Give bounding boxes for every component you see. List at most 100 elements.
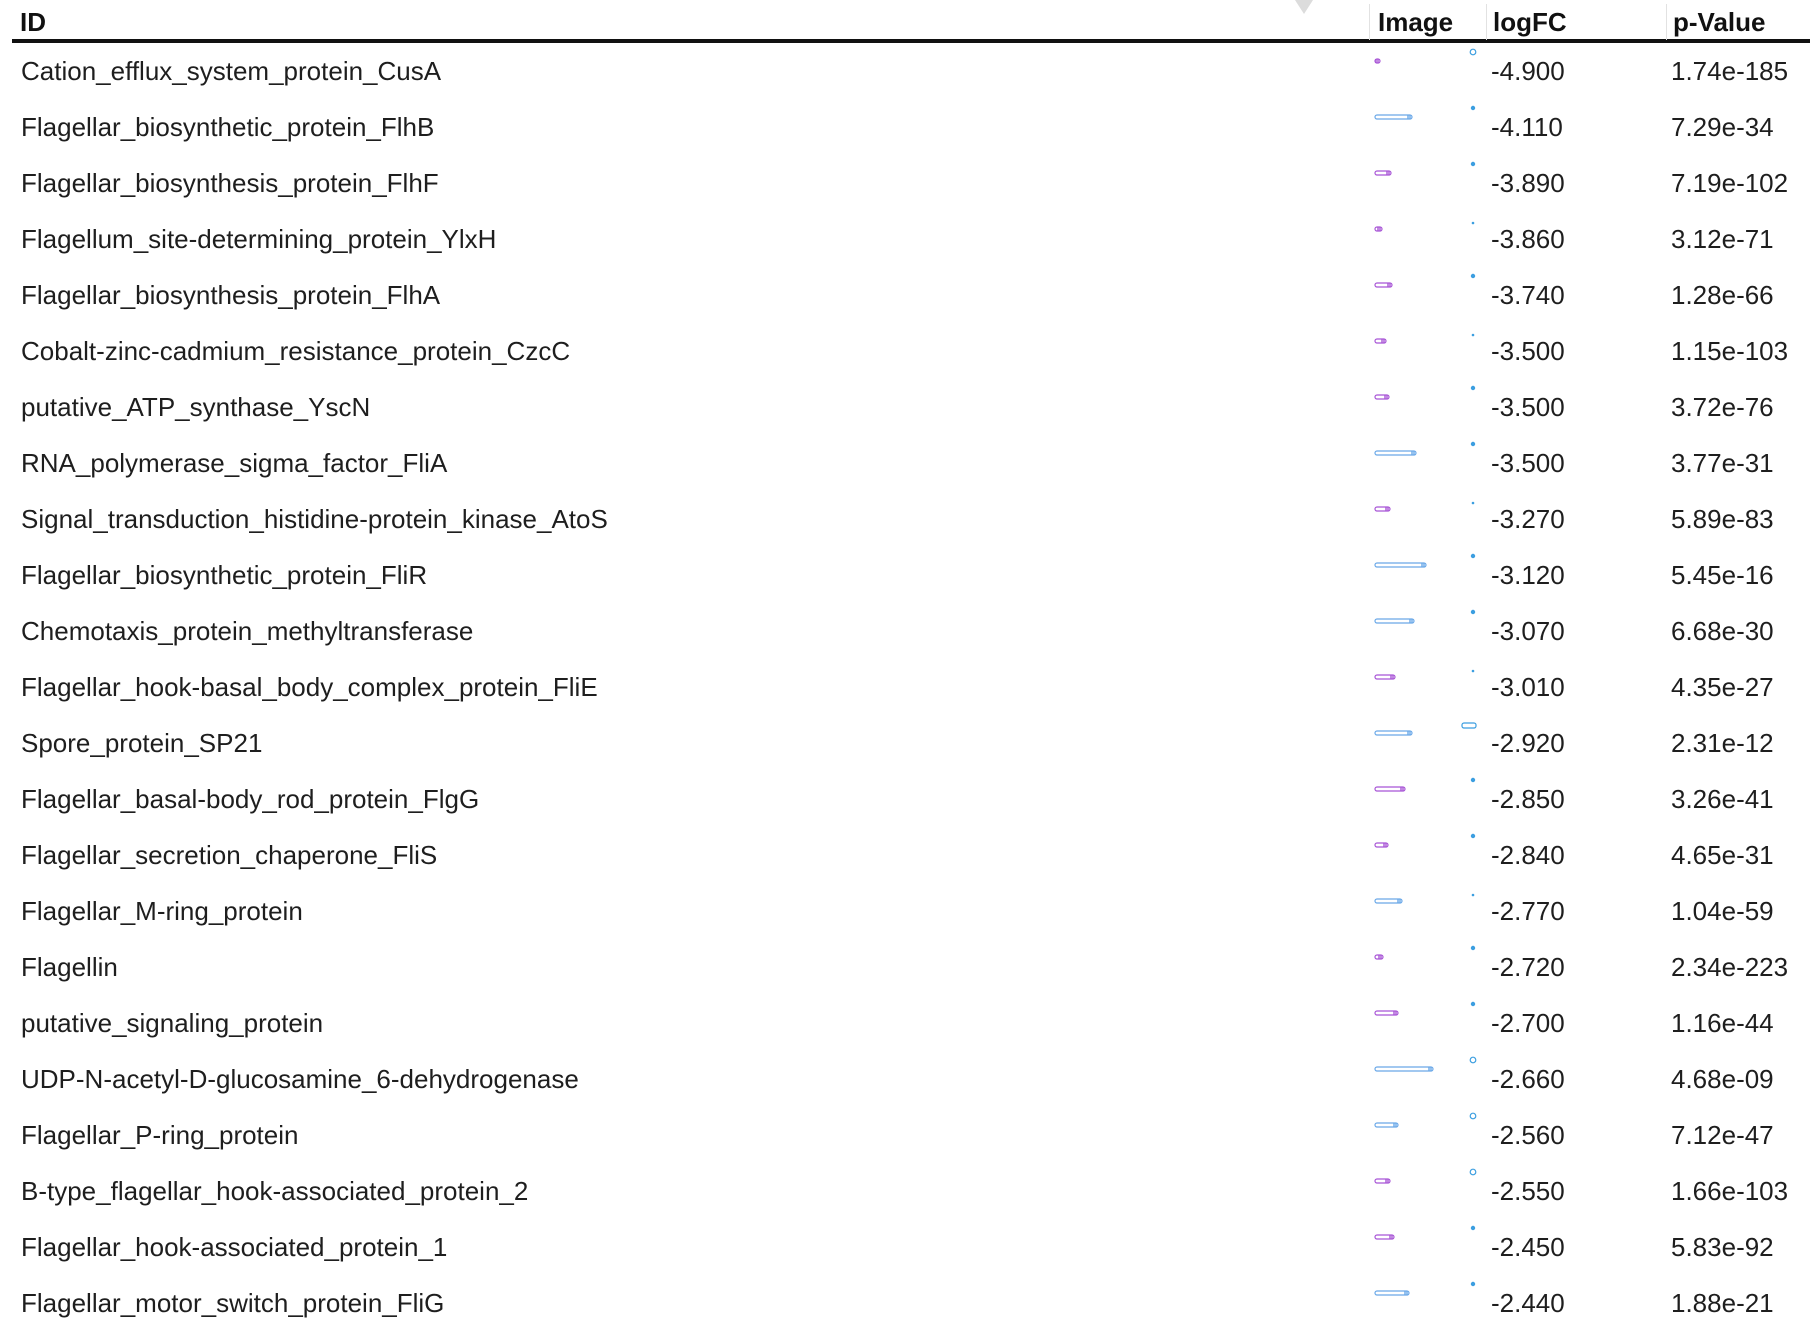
- cell-image: [1374, 771, 1482, 827]
- cell-id: Flagellar_basal-body_rod_protein_FlgG: [21, 784, 480, 814]
- glyph-dot: [1469, 1112, 1477, 1120]
- glyph-bar-tip: [1407, 731, 1411, 735]
- table-row[interactable]: Flagellar_hook-associated_protein_1 -2.45…: [12, 1219, 1810, 1275]
- table-row[interactable]: Cobalt-zinc-cadmium_resistance_protein_C…: [12, 323, 1810, 379]
- table-row[interactable]: Spore_protein_SP21 -2.920 2.31e-12: [12, 715, 1810, 771]
- sort-caret-icon[interactable]: [1295, 0, 1313, 14]
- glyph-bar: [1374, 730, 1413, 736]
- cell-image: [1374, 939, 1482, 995]
- glyph-dot: [1471, 333, 1475, 337]
- glyph-bar-tip: [1378, 955, 1382, 959]
- sparkline-glyph: [1374, 833, 1476, 848]
- table-row[interactable]: Flagellum_site-determining_protein_YlxH -…: [12, 211, 1810, 267]
- glyph-bar: [1374, 618, 1415, 624]
- glyph-dot: [1470, 777, 1476, 783]
- glyph-dot: [1470, 1281, 1476, 1287]
- table-row[interactable]: B-type_flagellar_hook-associated_protein…: [12, 1163, 1810, 1219]
- table-row[interactable]: Flagellar_biosynthesis_protein_FlhF -3.89…: [12, 155, 1810, 211]
- glyph-dot: [1470, 609, 1476, 615]
- cell-pvalue: 5.45e-16: [1671, 560, 1774, 590]
- table-row[interactable]: RNA_polymerase_sigma_factor_FliA -3.500 3.…: [12, 435, 1810, 491]
- table-row[interactable]: Cation_efflux_system_protein_CusA -4.900 1…: [12, 43, 1810, 99]
- table-row[interactable]: Flagellar_biosynthesis_protein_FlhA -3.74…: [12, 267, 1810, 323]
- results-table: ID Image logFC p-Value Cation_efflux_sys…: [12, 0, 1810, 1331]
- cell-image: [1374, 491, 1482, 547]
- sparkline-glyph: [1374, 893, 1475, 904]
- glyph-dot: [1470, 441, 1476, 447]
- cell-pvalue: 4.68e-09: [1671, 1064, 1774, 1094]
- sparkline-glyph: [1374, 273, 1476, 288]
- glyph-bar: [1374, 786, 1406, 792]
- glyph-bar: [1374, 338, 1387, 344]
- cell-image: [1374, 323, 1482, 379]
- cell-pvalue: 4.35e-27: [1671, 672, 1774, 702]
- cell-id: Flagellar_secretion_chaperone_FliS: [21, 840, 438, 870]
- glyph-bar: [1374, 450, 1417, 456]
- sparkline-glyph: [1374, 1225, 1476, 1240]
- cell-logfc: -4.900: [1491, 56, 1565, 86]
- cell-pvalue: 3.72e-76: [1671, 392, 1774, 422]
- table-row[interactable]: UDP-N-acetyl-D-glucosamine_6-dehydrogena…: [12, 1051, 1810, 1107]
- glyph-bar-tip: [1386, 171, 1390, 175]
- glyph-bar: [1374, 842, 1389, 848]
- table-row[interactable]: Flagellar_basal-body_rod_protein_FlgG -2.…: [12, 771, 1810, 827]
- glyph-bar: [1374, 394, 1390, 400]
- glyph-bar-tip: [1377, 227, 1381, 231]
- cell-pvalue: 1.16e-44: [1671, 1008, 1774, 1038]
- glyph-bar-tip: [1385, 507, 1389, 511]
- cell-logfc: -3.500: [1491, 392, 1565, 422]
- cell-logfc: -2.770: [1491, 896, 1565, 926]
- table-row[interactable]: Flagellar_secretion_chaperone_FliS -2.840…: [12, 827, 1810, 883]
- table-row[interactable]: putative_signaling_protein -2.700 1.16e-44: [12, 995, 1810, 1051]
- glyph-bar-tip: [1393, 1011, 1397, 1015]
- sparkline-glyph: [1374, 553, 1476, 568]
- table-row[interactable]: putative_ATP_synthase_YscN -3.500 3.72e-76: [12, 379, 1810, 435]
- column-header-id[interactable]: ID: [20, 7, 46, 37]
- cell-pvalue: 1.88e-21: [1671, 1288, 1774, 1318]
- table-row[interactable]: Flagellar_M-ring_protein -2.770 1.04e-59: [12, 883, 1810, 939]
- cell-logfc: -2.550: [1491, 1176, 1565, 1206]
- glyph-dot: [1470, 1001, 1476, 1007]
- cell-id: Flagellin: [21, 952, 118, 982]
- sparkline-glyph: [1374, 1281, 1476, 1296]
- glyph-bar-tip: [1411, 451, 1415, 455]
- glyph-bar-tip: [1381, 339, 1385, 343]
- glyph-bar-tip: [1387, 283, 1391, 287]
- table-row[interactable]: Flagellar_biosynthetic_protein_FlhB -4.11…: [12, 99, 1810, 155]
- column-header-logfc[interactable]: logFC: [1493, 7, 1567, 37]
- cell-pvalue: 5.89e-83: [1671, 504, 1774, 534]
- cell-pvalue: 1.15e-103: [1671, 336, 1789, 366]
- column-divider: [1369, 4, 1370, 40]
- glyph-bar-tip: [1385, 1179, 1389, 1183]
- cell-id: B-type_flagellar_hook-associated_protein…: [21, 1176, 529, 1206]
- glyph-bar-tip: [1421, 563, 1425, 567]
- glyph-bar-tip: [1393, 1123, 1397, 1127]
- cell-image: [1374, 267, 1482, 323]
- table-row[interactable]: Flagellar_biosynthetic_protein_FliR -3.12…: [12, 547, 1810, 603]
- sparkline-glyph: [1374, 105, 1476, 120]
- cell-pvalue: 2.31e-12: [1671, 728, 1774, 758]
- cell-pvalue: 6.68e-30: [1671, 616, 1774, 646]
- table-row[interactable]: Signal_transduction_histidine-protein_ki…: [12, 491, 1810, 547]
- column-header-pvalue[interactable]: p-Value: [1673, 7, 1766, 37]
- glyph-dot: [1470, 273, 1476, 279]
- cell-id: Cobalt-zinc-cadmium_resistance_protein_C…: [21, 336, 571, 366]
- table-row[interactable]: Flagellin -2.720 2.34e-223: [12, 939, 1810, 995]
- cell-image: [1374, 547, 1482, 603]
- sparkline-glyph: [1374, 722, 1477, 736]
- cell-image: [1374, 1107, 1482, 1163]
- cell-id: Cation_efflux_system_protein_CusA: [21, 56, 442, 86]
- table-row[interactable]: Flagellar_hook-basal_body_complex_protei…: [12, 659, 1810, 715]
- table-row[interactable]: Chemotaxis_protein_methyltransferase -3.0…: [12, 603, 1810, 659]
- glyph-bar: [1374, 562, 1427, 568]
- glyph-bar: [1374, 282, 1393, 288]
- column-divider: [1486, 4, 1487, 40]
- glyph-bar: [1374, 674, 1396, 680]
- cell-image: [1374, 883, 1482, 939]
- column-header-image[interactable]: Image: [1378, 7, 1454, 37]
- cell-image: [1374, 1219, 1482, 1275]
- table-row[interactable]: Flagellar_P-ring_protein -2.560 7.12e-47: [12, 1107, 1810, 1163]
- cell-pvalue: 7.29e-34: [1671, 112, 1774, 142]
- table-row[interactable]: Flagellar_motor_switch_protein_FliG -2.44…: [12, 1275, 1810, 1331]
- glyph-bar: [1374, 898, 1403, 904]
